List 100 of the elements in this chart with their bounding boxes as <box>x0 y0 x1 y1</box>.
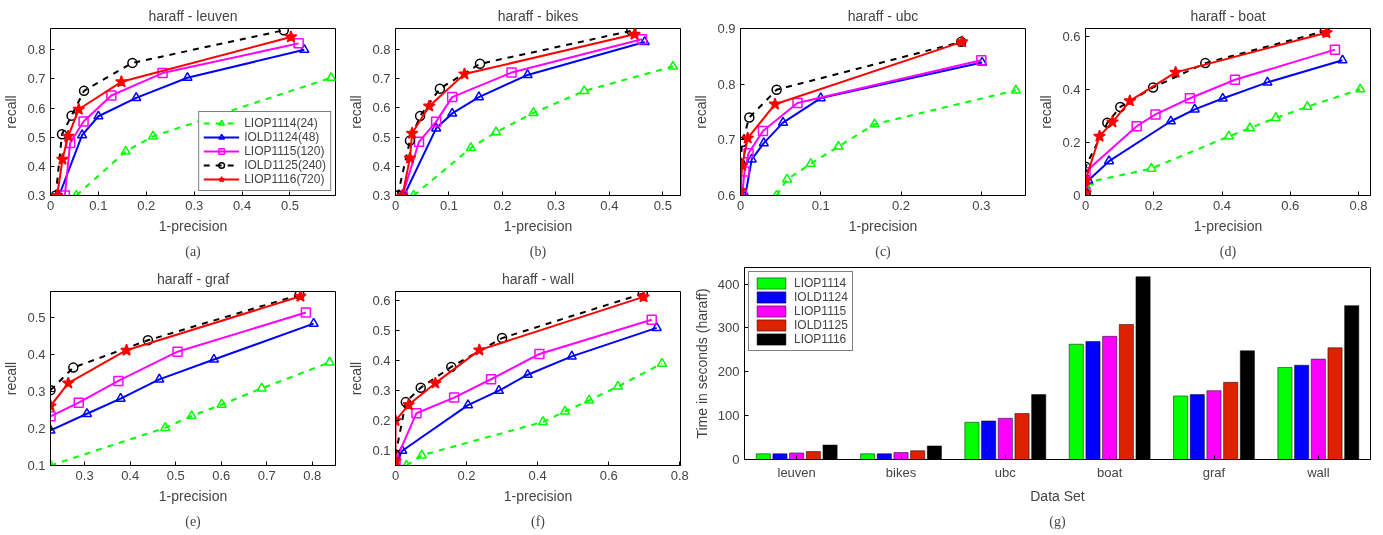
legend-label: LIOP1115(120) <box>244 144 325 158</box>
legend-label: IOLD1125(240) <box>244 158 326 172</box>
x-tick-label: 0.8 <box>1349 197 1368 213</box>
x-tick-label: 0.7 <box>257 467 276 483</box>
chart-title: haraff - ubc <box>847 7 919 24</box>
chart-title: haraff - graf <box>156 270 230 287</box>
y-tick-label: 0.4 <box>1062 82 1081 98</box>
x-tick-label: 0.8 <box>303 467 322 483</box>
x-axis-title: 1-precision <box>1193 217 1263 234</box>
y-tick-label: 0.6 <box>27 100 46 116</box>
y-tick-label: 0.1 <box>372 443 391 459</box>
y-tick-label: 0.6 <box>372 293 391 309</box>
y-axis-title: recall <box>693 95 710 129</box>
y-axis-title: recall <box>348 95 365 129</box>
x-tick-label: 0.5 <box>280 197 300 213</box>
y-tick-label: 300 <box>717 320 740 336</box>
x-tick-label: 0.1 <box>439 197 459 213</box>
x-tick-label: 0.4 <box>528 467 547 483</box>
y-tick-label: 400 <box>717 276 740 292</box>
x-tick-label: 0.8 <box>670 467 689 483</box>
y-tick-label: 0.7 <box>717 132 736 148</box>
x-tick-label: 0.2 <box>892 197 911 213</box>
y-tick-label: 0.7 <box>372 71 391 87</box>
y-tick-label: 0.8 <box>372 42 391 58</box>
y-tick-label: 100 <box>717 408 740 424</box>
x-tick-label: 0.4 <box>1212 197 1232 213</box>
y-tick-label: 0.5 <box>27 310 46 326</box>
y-tick-label: 0.3 <box>27 384 46 400</box>
x-tick-label: ubc <box>994 464 1017 480</box>
y-tick-label: 0.4 <box>372 353 391 369</box>
x-tick-label: 0.1 <box>811 197 830 213</box>
text: (g) <box>1049 513 1066 530</box>
y-tick-label: 0.5 <box>372 129 391 145</box>
y-axis-title: Time in seconds (haraff) <box>693 288 710 439</box>
x-tick-label: 0.3 <box>75 467 94 483</box>
y-tick-label: 0.5 <box>27 129 46 145</box>
y-tick-label: 0.8 <box>27 42 46 58</box>
text: (a) <box>185 243 202 260</box>
x-tick-label: 0.2 <box>1144 197 1163 213</box>
x-tick-label: 0.6 <box>212 467 231 483</box>
y-tick-label: 0.5 <box>372 323 391 339</box>
y-tick-label: 0.8 <box>717 76 736 92</box>
legend-label: LIOP1116 <box>794 332 847 346</box>
x-tick-label: 0.3 <box>972 197 991 213</box>
y-tick-label: 0.7 <box>27 71 46 87</box>
chart-title: haraff - boat <box>1190 7 1266 24</box>
y-tick-label: 0.4 <box>372 158 391 174</box>
y-tick-label: 0.4 <box>27 347 46 363</box>
y-tick-label: 0.3 <box>372 383 391 399</box>
chart-title: haraff - wall <box>501 270 575 287</box>
x-axis-title: 1-precision <box>848 217 918 234</box>
x-tick-label: 0.5 <box>653 197 672 213</box>
y-axis-title: recall <box>348 361 365 396</box>
legend-label: LIOP1115 <box>794 304 847 318</box>
y-tick-label: 0.6 <box>372 100 391 116</box>
y-tick-label: 0.6 <box>1062 29 1081 45</box>
legend-label: IOLD1124(48) <box>244 130 320 144</box>
x-tick-label: 0.4 <box>600 197 619 213</box>
y-axis-title: recall <box>3 95 20 129</box>
x-tick-label: 0.2 <box>493 197 512 213</box>
x-tick-label: 0.1 <box>89 197 108 213</box>
x-tick-label: 0.2 <box>457 467 476 483</box>
y-axis-title: recall <box>1038 95 1055 129</box>
y-axis-title: recall <box>3 361 20 396</box>
x-tick-label: 0.4 <box>233 197 252 213</box>
legend-label: LIOP1116(720) <box>244 172 325 186</box>
x-tick-label: boat <box>1097 464 1123 480</box>
x-tick-label: 0.6 <box>1281 197 1300 213</box>
text: (d) <box>1219 243 1237 260</box>
y-tick-label: 0 <box>732 452 740 467</box>
x-axis-title: 1-precision <box>158 487 228 504</box>
text: (c) <box>875 243 892 260</box>
x-tick-label: 0.6 <box>599 467 618 483</box>
y-tick-label: 0.9 <box>717 21 736 36</box>
x-tick-label: 0.5 <box>166 467 185 483</box>
y-tick-label: 200 <box>717 364 740 380</box>
y-tick-label: 0.2 <box>1062 135 1081 151</box>
y-tick-label: 0.2 <box>27 421 46 437</box>
x-tick-label: bikes <box>885 464 917 480</box>
text: (e) <box>185 513 202 530</box>
x-tick-label: 0.3 <box>546 197 565 213</box>
y-tick-label: 0.2 <box>372 413 391 429</box>
x-axis-title: 1-precision <box>158 217 228 234</box>
text: (f) <box>531 513 546 530</box>
chart-title: haraff - leuven <box>148 7 238 24</box>
x-tick-label: 0.3 <box>185 197 204 213</box>
legend-label: IOLD1124 <box>794 290 848 304</box>
x-tick-label: graf <box>1202 464 1226 480</box>
y-tick-label: 0.4 <box>27 158 46 174</box>
x-tick-label: wall <box>1306 464 1330 480</box>
x-axis-title: 1-precision <box>503 487 573 504</box>
x-tick-label: 0.2 <box>137 197 156 213</box>
x-tick-label: 0.4 <box>121 467 140 483</box>
legend-label: IOLD1125 <box>794 318 848 332</box>
chart-title: haraff - bikes <box>497 7 579 24</box>
x-axis-title: 1-precision <box>503 217 573 234</box>
x-tick-label: leuven <box>777 464 816 480</box>
text: (b) <box>529 243 547 260</box>
x-axis-title: Data Set <box>1030 487 1085 504</box>
legend-label: LIOP1114 <box>794 276 847 290</box>
